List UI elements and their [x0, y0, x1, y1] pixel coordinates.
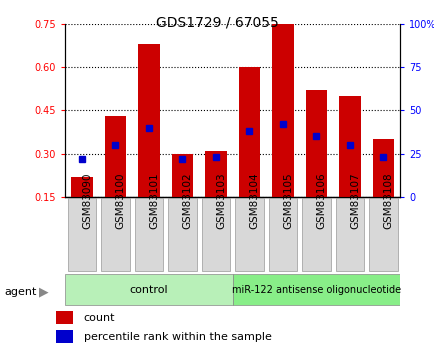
- FancyBboxPatch shape: [368, 198, 397, 271]
- Bar: [104, 116, 126, 197]
- Text: count: count: [83, 313, 115, 323]
- Text: control: control: [129, 285, 168, 295]
- Text: GSM83106: GSM83106: [316, 172, 326, 229]
- Bar: [372, 139, 394, 197]
- FancyBboxPatch shape: [168, 198, 196, 271]
- Bar: [305, 90, 327, 197]
- Text: GSM83090: GSM83090: [82, 172, 92, 229]
- Text: GSM83103: GSM83103: [215, 172, 225, 229]
- Bar: [138, 44, 160, 197]
- Bar: [56, 311, 73, 324]
- Bar: [171, 154, 193, 197]
- Text: GSM83107: GSM83107: [349, 172, 359, 229]
- FancyBboxPatch shape: [302, 198, 330, 271]
- Bar: [56, 330, 73, 343]
- Text: agent: agent: [4, 287, 36, 296]
- Bar: [232, 274, 399, 305]
- FancyBboxPatch shape: [235, 198, 263, 271]
- Bar: [65, 274, 232, 305]
- Bar: [271, 24, 293, 197]
- FancyBboxPatch shape: [268, 198, 296, 271]
- Text: ▶: ▶: [39, 285, 48, 298]
- Bar: [71, 177, 93, 197]
- Text: GSM83101: GSM83101: [148, 172, 158, 229]
- FancyBboxPatch shape: [135, 198, 163, 271]
- FancyBboxPatch shape: [68, 198, 96, 271]
- Text: miR-122 antisense oligonucleotide: miR-122 antisense oligonucleotide: [231, 285, 400, 295]
- Text: GSM83102: GSM83102: [182, 172, 192, 229]
- Text: GSM83105: GSM83105: [283, 172, 292, 229]
- FancyBboxPatch shape: [335, 198, 363, 271]
- Text: GDS1729 / 67055: GDS1729 / 67055: [156, 16, 278, 30]
- Text: GSM83100: GSM83100: [115, 172, 125, 229]
- FancyBboxPatch shape: [101, 198, 129, 271]
- Bar: [238, 67, 260, 197]
- Text: GSM83108: GSM83108: [383, 172, 392, 229]
- Text: GSM83104: GSM83104: [249, 172, 259, 229]
- Text: percentile rank within the sample: percentile rank within the sample: [83, 332, 271, 342]
- Bar: [338, 96, 360, 197]
- Bar: [204, 151, 227, 197]
- FancyBboxPatch shape: [201, 198, 230, 271]
